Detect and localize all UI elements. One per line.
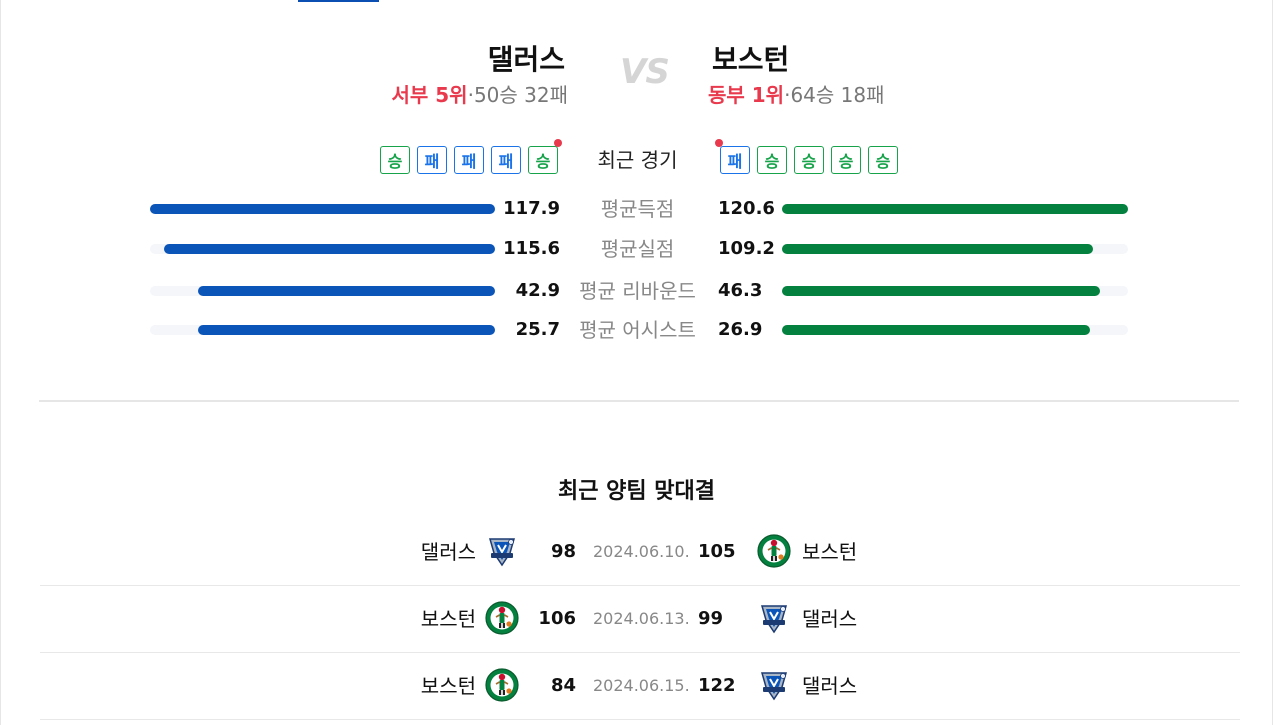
match-home-score: 84 bbox=[550, 675, 576, 696]
match-home-team: 보스턴 bbox=[420, 674, 476, 698]
celtics-logo-icon bbox=[756, 533, 792, 569]
latest-game-dot-left bbox=[554, 139, 562, 147]
match-away-team: 댈러스 bbox=[802, 674, 858, 698]
celtics-logo-icon bbox=[484, 667, 520, 703]
team-left-name[interactable]: 댈러스 bbox=[487, 43, 565, 76]
stat-value-right: 26.9 bbox=[718, 319, 763, 340]
stat-track-right bbox=[782, 286, 1128, 296]
match-away-score: 105 bbox=[698, 541, 736, 562]
mavericks-logo-icon bbox=[484, 533, 520, 569]
match-row[interactable]: 댈러스 98 2024.06.10. 105 보스턴 bbox=[40, 519, 1240, 586]
match-date: 2024.06.13. bbox=[593, 609, 690, 628]
stat-label: 평균득점 bbox=[600, 197, 675, 221]
match-away-team: 보스턴 bbox=[802, 540, 858, 564]
recent-form-left: 승 패 패 패 승 bbox=[380, 146, 558, 174]
stat-value-right: 46.3 bbox=[718, 280, 763, 301]
match-row[interactable]: 보스턴 106 2024.06.13. 99 댈러스 bbox=[40, 586, 1240, 653]
stat-bar-left bbox=[163, 244, 495, 254]
match-away-score: 99 bbox=[698, 608, 724, 629]
stat-value-left: 42.9 bbox=[515, 280, 560, 301]
form-badge: 승 bbox=[528, 146, 558, 174]
stat-track-right bbox=[782, 325, 1128, 335]
stat-bar-left bbox=[198, 325, 495, 335]
recent-form-title: 최근 경기 bbox=[597, 148, 678, 172]
stat-label: 평균실점 bbox=[600, 237, 675, 261]
stat-track-left bbox=[150, 286, 495, 296]
frame-border-left bbox=[0, 0, 1, 725]
celtics-logo-icon bbox=[484, 600, 520, 636]
stat-row-rebounds: 42.9 평균 리바운드 46.3 bbox=[0, 279, 1273, 303]
form-badge: 승 bbox=[380, 146, 410, 174]
form-badge: 패 bbox=[417, 146, 447, 174]
match-home-team: 보스턴 bbox=[420, 607, 476, 631]
form-badge: 승 bbox=[868, 146, 898, 174]
stat-track-right bbox=[782, 244, 1128, 254]
stat-row-points: 117.9 평균득점 120.6 bbox=[0, 197, 1273, 221]
match-away-team: 댈러스 bbox=[802, 607, 858, 631]
separator-dot: · bbox=[467, 83, 474, 107]
form-badge: 승 bbox=[831, 146, 861, 174]
stat-track-left bbox=[150, 325, 495, 335]
match-home-score: 98 bbox=[550, 541, 576, 562]
mavericks-logo-icon bbox=[756, 600, 792, 636]
stat-value-right: 109.2 bbox=[718, 238, 775, 259]
form-badge: 승 bbox=[757, 146, 787, 174]
stat-label: 평균 어시스트 bbox=[579, 318, 696, 342]
head-to-head-title: 최근 양팀 맞대결 bbox=[558, 479, 715, 504]
team-left-rank: 서부 5위 bbox=[391, 83, 468, 107]
team-right-name[interactable]: 보스턴 bbox=[712, 43, 790, 76]
match-date: 2024.06.15. bbox=[593, 676, 690, 695]
section-divider bbox=[39, 400, 1239, 402]
stat-bar-left bbox=[198, 286, 495, 296]
mavericks-logo-icon bbox=[756, 667, 792, 703]
stat-label: 평균 리바운드 bbox=[579, 279, 696, 303]
stat-track-left bbox=[150, 244, 495, 254]
stat-value-right: 120.6 bbox=[718, 198, 775, 219]
match-home-score: 106 bbox=[538, 608, 576, 629]
form-badge: 패 bbox=[454, 146, 484, 174]
stat-value-left: 25.7 bbox=[515, 319, 560, 340]
match-home-team: 댈러스 bbox=[420, 540, 476, 564]
stat-bar-right bbox=[782, 286, 1101, 296]
vs-label: VS bbox=[620, 52, 670, 92]
team-right-standing: 동부 1위·64승 18패 bbox=[708, 82, 885, 108]
team-right-rank: 동부 1위 bbox=[708, 83, 785, 107]
latest-game-dot-right bbox=[715, 139, 723, 147]
team-left-standing: 서부 5위·50승 32패 bbox=[391, 82, 568, 108]
separator-dot: · bbox=[784, 83, 791, 107]
stat-value-left: 115.6 bbox=[503, 238, 560, 259]
stat-bar-right bbox=[782, 325, 1090, 335]
form-badge: 패 bbox=[491, 146, 521, 174]
team-left-record: 50승 32패 bbox=[473, 83, 568, 107]
match-away-score: 122 bbox=[698, 675, 736, 696]
match-row[interactable]: 보스턴 84 2024.06.15. 122 댈러스 bbox=[40, 653, 1240, 720]
stat-bar-right bbox=[782, 244, 1094, 254]
stat-value-left: 117.9 bbox=[503, 198, 560, 219]
stat-bar-left bbox=[150, 204, 495, 214]
top-accent-bar bbox=[298, 0, 379, 2]
match-date: 2024.06.10. bbox=[593, 542, 690, 561]
stat-track-right bbox=[782, 204, 1128, 214]
form-badge: 승 bbox=[794, 146, 824, 174]
recent-form-right: 패 승 승 승 승 bbox=[720, 146, 898, 174]
form-badge: 패 bbox=[720, 146, 750, 174]
stat-bar-right bbox=[782, 204, 1128, 214]
stat-track-left bbox=[150, 204, 495, 214]
stat-row-points-allowed: 115.6 평균실점 109.2 bbox=[0, 237, 1273, 261]
team-right-record: 64승 18패 bbox=[790, 83, 885, 107]
stat-row-assists: 25.7 평균 어시스트 26.9 bbox=[0, 318, 1273, 342]
